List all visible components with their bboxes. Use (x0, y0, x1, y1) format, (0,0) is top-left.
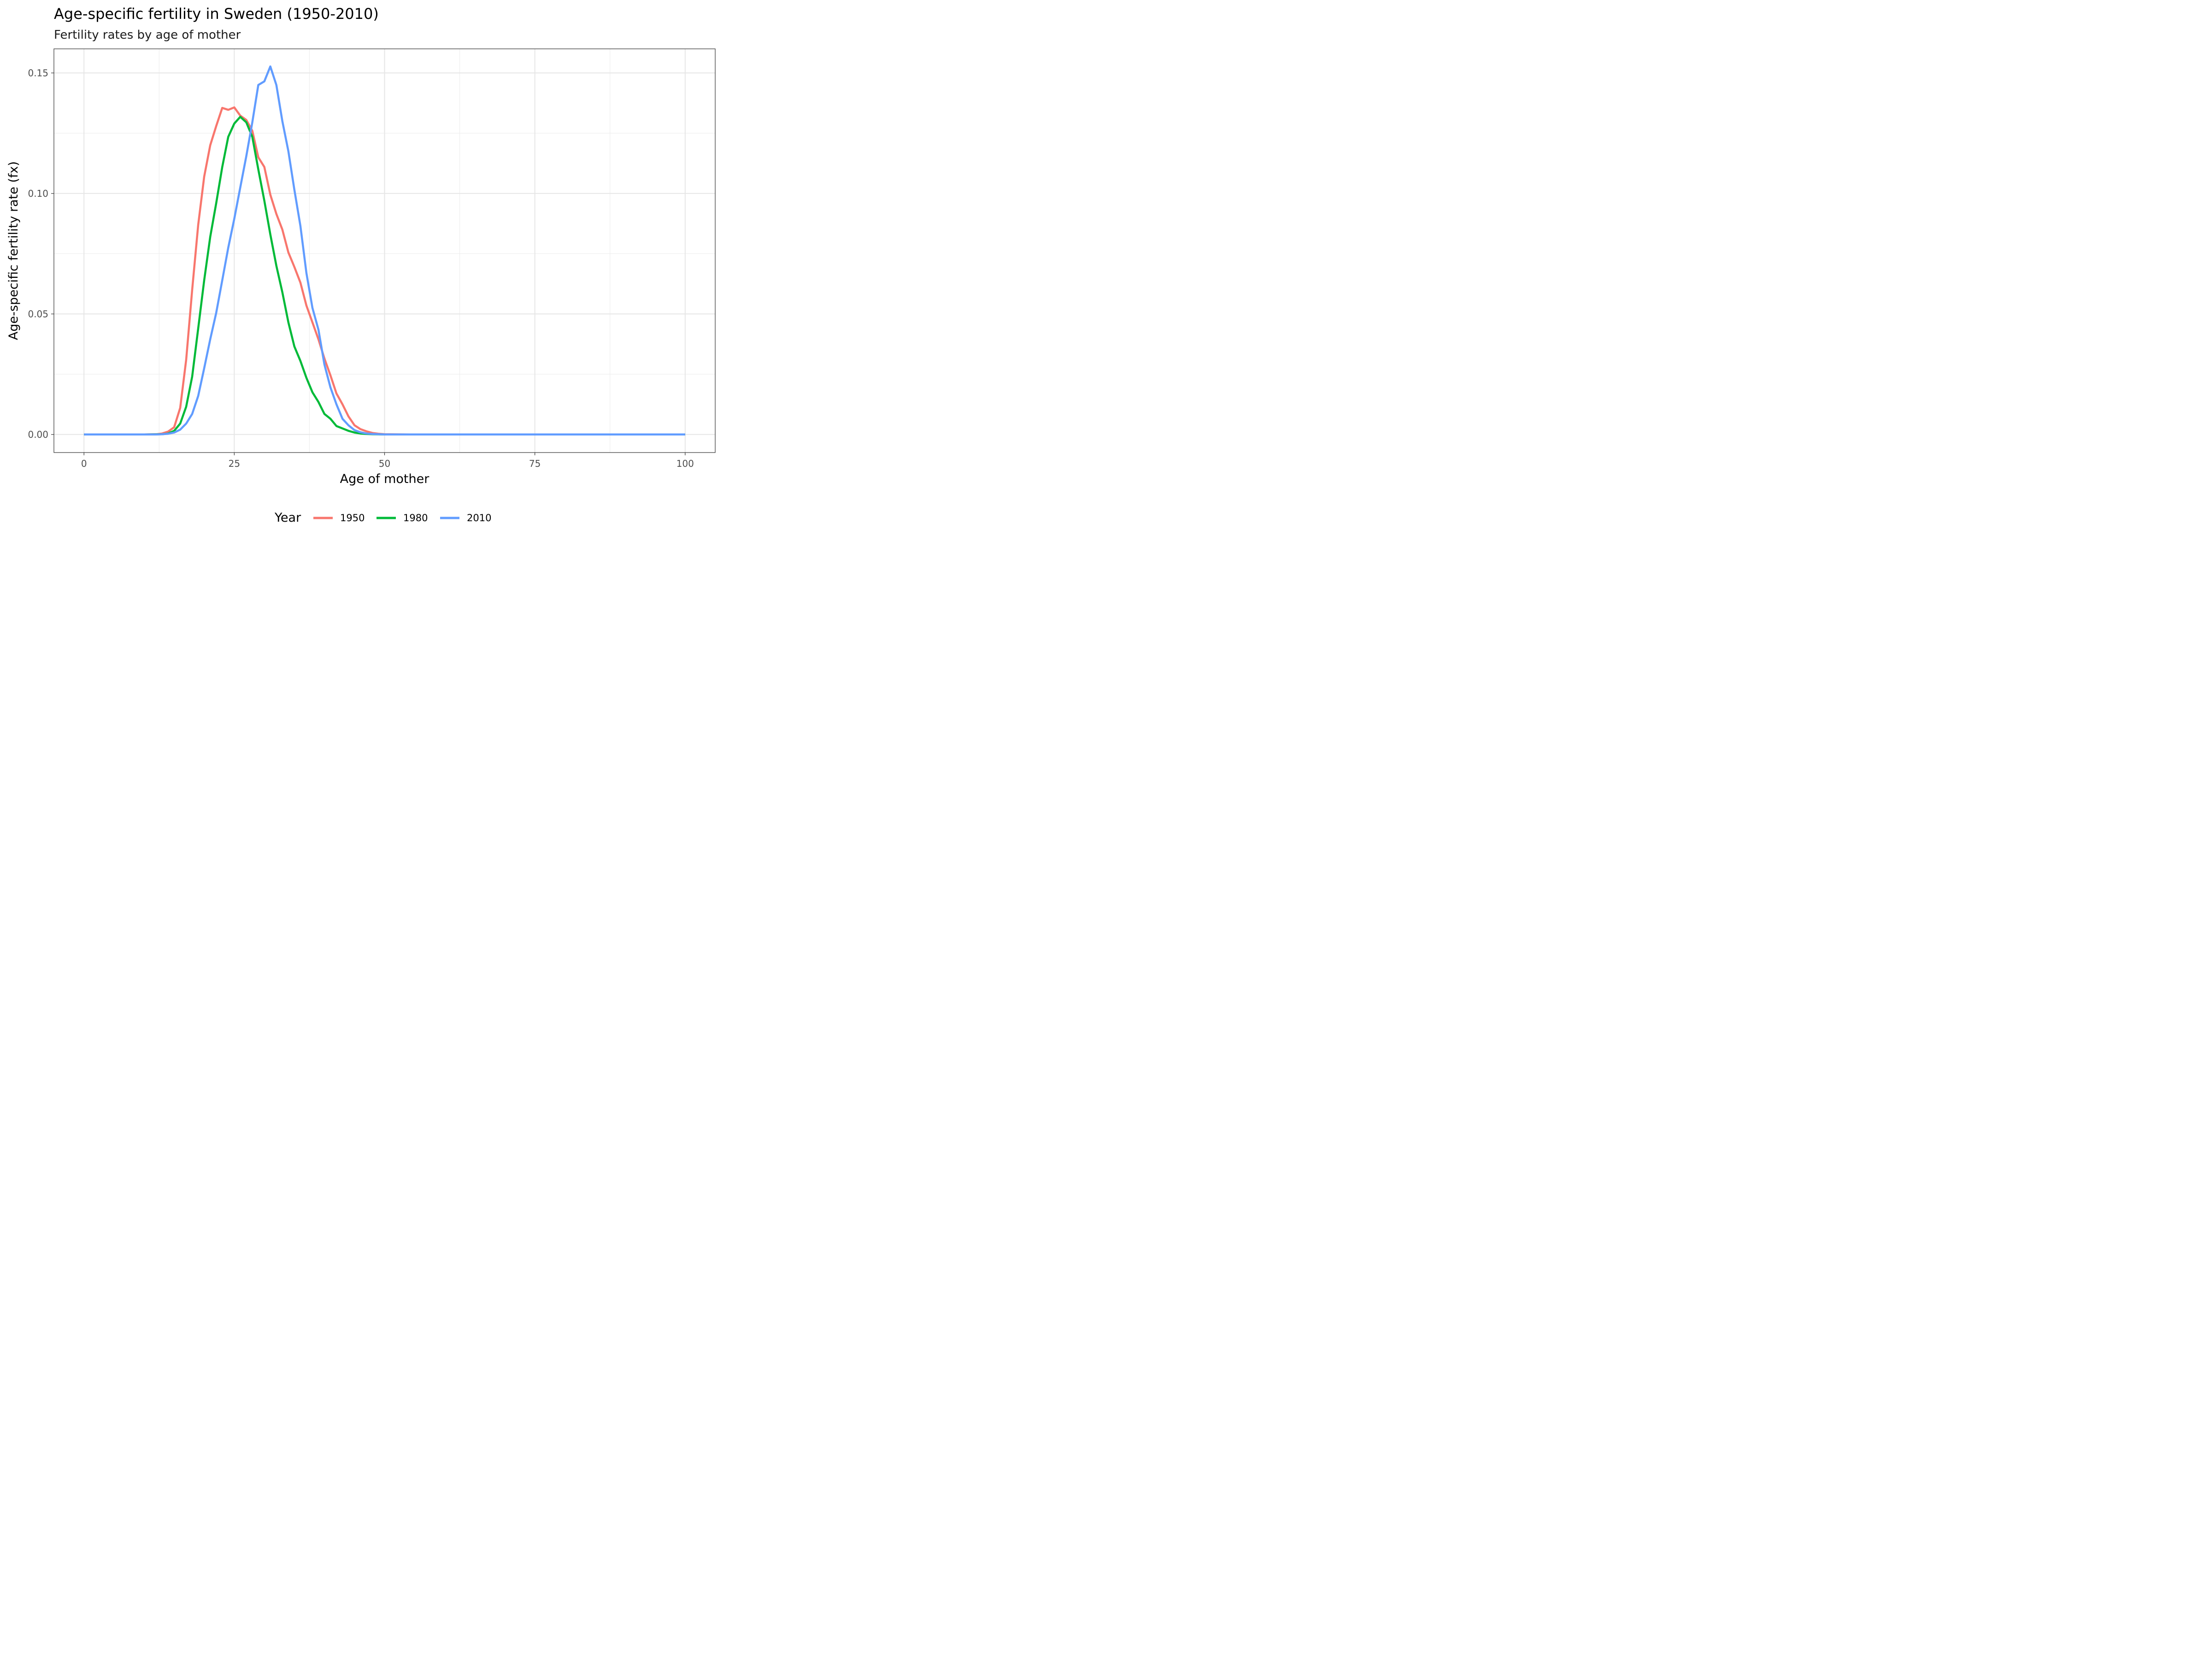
y-axis: 0.00 0.05 0.10 0.15 (28, 67, 54, 440)
y-tick-label: 0.05 (28, 308, 48, 319)
y-axis-title: Age-specific fertility rate (fx) (6, 161, 21, 340)
major-gridlines (54, 49, 715, 453)
legend-items: 1950 1980 2010 (313, 512, 491, 524)
legend-label-2010: 2010 (467, 512, 491, 524)
series-lines (84, 65, 685, 436)
y-tick-label: 0.10 (28, 188, 48, 199)
x-axis-title: Age of mother (340, 472, 430, 486)
series-line-1980 (84, 116, 685, 436)
chart-subtitle: Fertility rates by age of mother (54, 28, 241, 42)
legend-title: Year (274, 511, 301, 525)
x-tick-label: 75 (529, 458, 541, 469)
x-tick-label: 100 (677, 458, 694, 469)
legend-item-1950: 1950 (313, 512, 365, 524)
y-tick-label: 0.15 (28, 67, 48, 78)
x-axis: 0 25 50 75 100 (81, 453, 694, 469)
x-tick-label: 50 (379, 458, 390, 469)
chart-title: Age-specific fertility in Sweden (1950-2… (54, 5, 379, 23)
x-tick-label: 25 (229, 458, 240, 469)
chart: Age-specific fertility in Sweden (1950-2… (6, 5, 716, 525)
series-line-2010 (84, 65, 685, 436)
series-line-1950 (84, 106, 685, 436)
legend-item-2010: 2010 (440, 512, 491, 524)
x-tick-label: 0 (81, 458, 87, 469)
legend-label-1950: 1950 (340, 512, 365, 524)
plot-panel (53, 48, 716, 453)
legend: Year 1950 1980 2010 (274, 511, 491, 525)
legend-label-1980: 1980 (403, 512, 428, 524)
y-tick-label: 0.00 (28, 429, 48, 440)
legend-item-1980: 1980 (377, 512, 428, 524)
